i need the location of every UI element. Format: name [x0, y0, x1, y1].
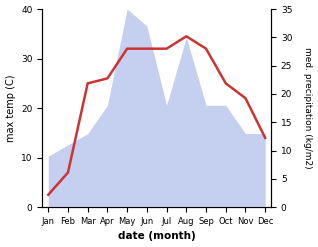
X-axis label: date (month): date (month) — [118, 231, 196, 242]
Y-axis label: med. precipitation (kg/m2): med. precipitation (kg/m2) — [303, 47, 313, 169]
Y-axis label: max temp (C): max temp (C) — [5, 74, 16, 142]
